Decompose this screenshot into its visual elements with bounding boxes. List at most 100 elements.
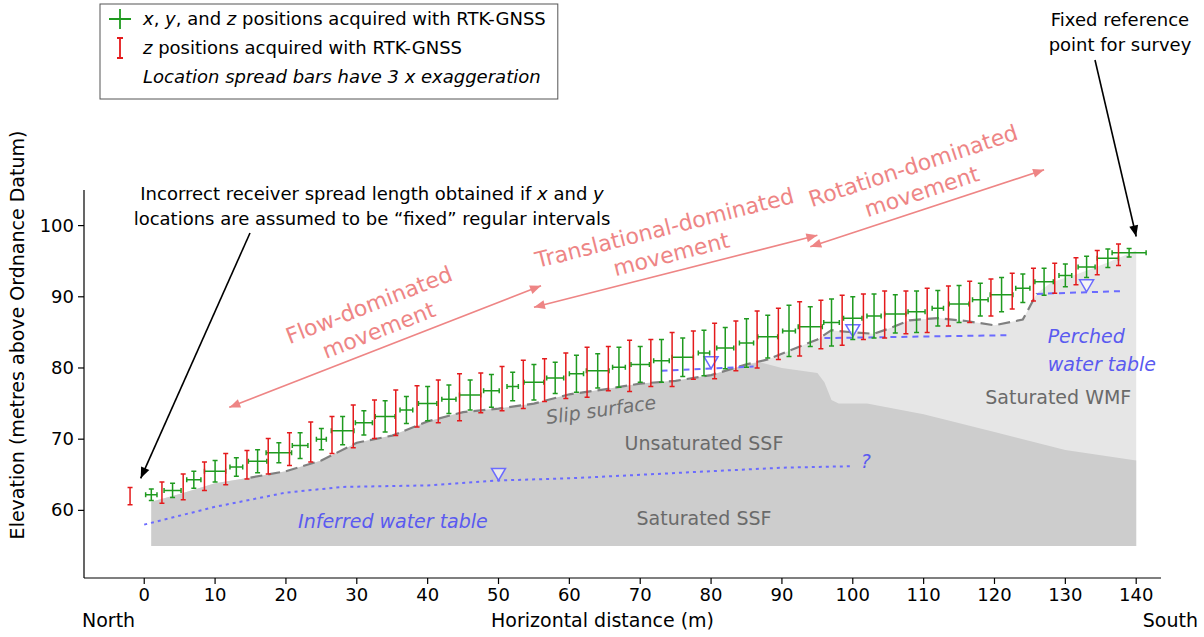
- text-run: x: [536, 183, 548, 204]
- z-spread-bar: [755, 311, 760, 368]
- z-spread-bar: [1031, 268, 1036, 301]
- region-label: Saturated SSF: [637, 507, 772, 529]
- plot-area: [128, 244, 1147, 546]
- annotation-text: Fixed reference: [1051, 9, 1189, 30]
- z-spread-bar: [606, 347, 611, 391]
- y-tick-label: 80: [51, 357, 74, 378]
- z-spread-bar: [521, 360, 526, 408]
- z-spread-bar: [840, 295, 845, 345]
- z-spread-bar: [1052, 263, 1057, 293]
- z-spread-bar: [670, 332, 675, 386]
- x-tick-label: 30: [345, 584, 368, 605]
- movement-zones: Flow-dominatedmovementTranslational-domi…: [229, 120, 1044, 408]
- z-spread-bar: [202, 462, 207, 490]
- z-spread-bar: [542, 359, 547, 402]
- xy-spread-bar: [672, 355, 693, 360]
- z-spread-bar: [818, 300, 823, 348]
- z-spread-bar: [1095, 251, 1100, 275]
- xy-spread-bar: [266, 450, 292, 455]
- x-tick-label: 20: [274, 584, 297, 605]
- text-run: , and: [176, 8, 227, 29]
- xy-spread-bar: [164, 488, 181, 493]
- x-tick-label: 70: [629, 584, 652, 605]
- z-spread-bar: [128, 488, 133, 505]
- legend-marker: [109, 9, 131, 29]
- wmf-fill: [151, 251, 1136, 547]
- zone-arrow-head: [529, 286, 541, 294]
- zone-label: movement: [861, 161, 982, 222]
- y-tick: [78, 510, 84, 511]
- xy-spread-bar: [654, 358, 670, 363]
- z-spread-bar: [308, 422, 313, 462]
- xy-spread-bar: [783, 328, 796, 333]
- text-run: point for survey: [1049, 34, 1192, 55]
- xy-spread-bar: [400, 407, 413, 412]
- perched-water-table: [1037, 291, 1122, 294]
- xy-spread-bar: [698, 351, 709, 356]
- y-axis-line: [83, 190, 84, 578]
- x-tick-label: 80: [700, 584, 723, 605]
- x-tick-label: 120: [977, 584, 1011, 605]
- y-tick: [78, 296, 84, 297]
- z-spread-bar: [436, 380, 441, 423]
- ground-labels: Slip surfaceInferred water table?Unsatur…: [298, 325, 1156, 532]
- z-spread-bar: [457, 374, 462, 421]
- text-run: and: [548, 183, 593, 204]
- z-spread-bar: [351, 405, 356, 448]
- xy-spread-bar: [355, 420, 372, 425]
- xy-spread-bar: [739, 341, 753, 346]
- z-spread-bar: [1010, 273, 1015, 309]
- xy-spread-bar: [331, 428, 354, 433]
- z-spread-bar: [925, 288, 930, 332]
- xy-spread-bar: [187, 477, 201, 482]
- text-run: z: [142, 37, 153, 58]
- zone-label: movement: [611, 227, 733, 281]
- annotation-text: point for survey: [1049, 34, 1192, 55]
- xy-spread-bar: [885, 311, 906, 316]
- legend-label: x, y, and z positions acquired with RTK-…: [142, 8, 546, 29]
- xy-spread-bar: [631, 362, 649, 367]
- annotation-arrow-head: [141, 467, 150, 479]
- legend: x, y, and z positions acquired with RTK-…: [100, 4, 558, 99]
- y-tick-label: 100: [40, 215, 74, 236]
- x-axis-title: Horizontal distance (m): [491, 609, 714, 631]
- xy-spread-bar: [442, 397, 456, 402]
- x-axis-line: [84, 577, 1161, 578]
- z-spread-bar: [223, 453, 228, 484]
- z-spread-bar: [1073, 258, 1078, 285]
- z-spread-bar: [159, 482, 164, 503]
- xy-spread-bar: [844, 316, 862, 321]
- z-spread-bar: [627, 340, 632, 391]
- text-run: y: [164, 8, 176, 29]
- perched-water-table: [662, 367, 754, 371]
- x-tick-label: 90: [770, 584, 793, 605]
- zone-arrow-head: [534, 300, 546, 309]
- text-run: Fixed reference: [1051, 9, 1189, 30]
- slip-surface-label: Slip surface: [545, 391, 658, 428]
- region-label: Saturated WMF: [985, 386, 1131, 408]
- zone-label: movement: [319, 297, 439, 364]
- perched-label: Perched: [1048, 325, 1126, 347]
- annotation-text: Incorrect receiver spread length obtaine…: [140, 183, 604, 204]
- annotation-arrow-line: [141, 233, 250, 478]
- z-spread-bar: [181, 474, 186, 500]
- xy-spread-bar: [867, 314, 881, 319]
- x-tick-label: 40: [416, 584, 439, 605]
- xy-spread-bar: [1035, 279, 1053, 284]
- y-tick: [78, 225, 84, 226]
- ssf-fill: [151, 362, 1136, 546]
- z-spread-bar: [585, 347, 590, 397]
- text-run: z: [226, 8, 237, 29]
- z-spread-bar: [903, 291, 908, 334]
- z-spread-bar: [648, 340, 653, 387]
- xy-spread-bar: [484, 388, 500, 393]
- xy-spread-bar: [758, 334, 778, 339]
- x-tick-label: 10: [204, 584, 227, 605]
- xy-spread-bar: [146, 492, 157, 497]
- legend-label: z positions acquired with RTK-GNSS: [142, 37, 462, 58]
- annotation-text: locations are assumed to be “fixed” regu…: [134, 208, 611, 229]
- z-spread-bar: [691, 331, 696, 379]
- xy-spread-bar: [908, 309, 925, 314]
- xy-spread-bar: [1112, 250, 1146, 255]
- annotation-arrow-line: [1095, 60, 1136, 237]
